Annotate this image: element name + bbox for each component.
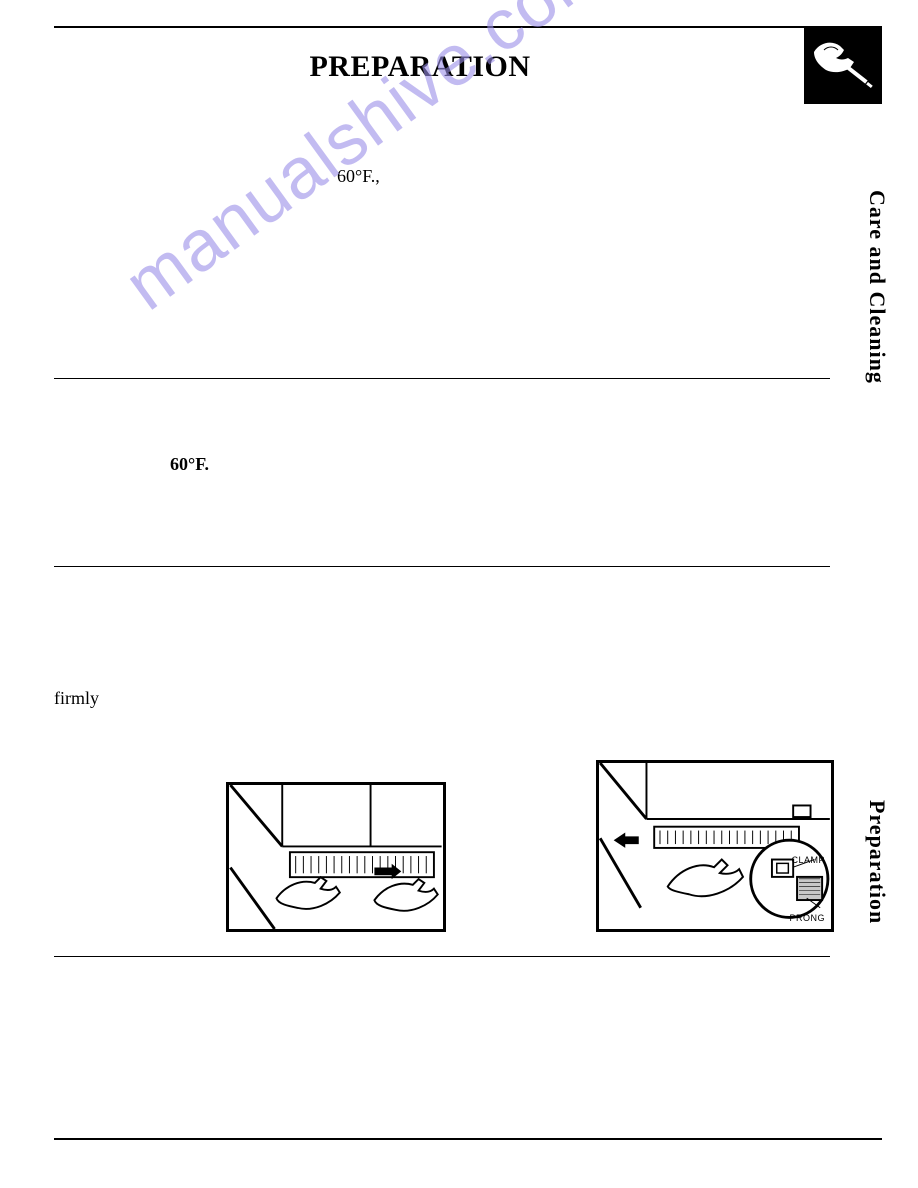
body-text-fragment: 60°F.	[170, 454, 209, 475]
figure-install-grille: CLAMP PRONG	[596, 760, 834, 932]
corner-tab	[804, 26, 882, 104]
figure-remove-grille	[226, 782, 446, 932]
bottom-rule	[54, 1138, 882, 1140]
section-rule	[54, 956, 830, 957]
side-tab-care-cleaning: Care and Cleaning	[856, 190, 890, 410]
inset-label-prong: PRONG	[789, 913, 825, 923]
section-rule	[54, 378, 830, 379]
watermark: manualshive.com	[110, 0, 660, 326]
page-title: PREPARATION	[0, 50, 840, 84]
section-rule	[54, 566, 830, 567]
manual-page: PREPARATION Care and Cleaning Preparatio…	[0, 0, 918, 1188]
body-text-fragment: 60°F.,	[337, 166, 380, 187]
top-rule	[54, 26, 882, 28]
body-text-fragment: firmly	[54, 688, 99, 709]
side-tab-preparation: Preparation	[856, 800, 890, 960]
inset-label-clamp: CLAMP	[791, 855, 825, 865]
